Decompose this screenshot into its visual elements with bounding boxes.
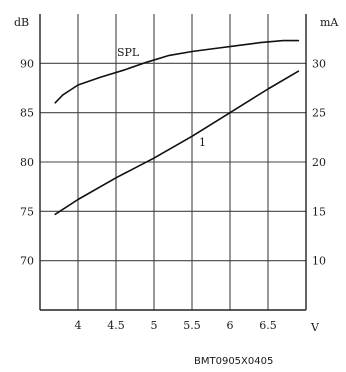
model-number: BMT0905X0405 (194, 356, 273, 367)
y-right-tick-label: 10 (312, 255, 326, 268)
y-left-tick-label: 70 (20, 255, 34, 268)
y-left-tick-label: 90 (20, 57, 34, 70)
series-label-spl: SPL (117, 46, 140, 59)
y-right-tick-label: 30 (312, 57, 326, 70)
y-left-tick-label: 80 (20, 156, 34, 169)
y-right-unit-label: mA (320, 16, 339, 29)
y-left-tick-label: 85 (20, 107, 34, 120)
tick-labels: 4 4.5 5 5.5 6 6.5 70 75 80 85 90 10 15 20 25 30 (20, 57, 326, 332)
grid (40, 14, 306, 310)
y-left-tick-label: 75 (20, 205, 34, 218)
x-tick-label: 4 (75, 319, 82, 332)
series-group (54, 39, 300, 216)
series-label-current: 1 (199, 136, 206, 149)
y-right-tick-label: 15 (312, 205, 326, 218)
x-tick-label: 5 (151, 319, 158, 332)
x-tick-label: 6.5 (259, 319, 277, 332)
series-line-spl (54, 39, 300, 104)
y-left-unit-label: dB (14, 16, 29, 29)
x-tick-label: 5.5 (183, 319, 201, 332)
axes (39, 14, 307, 311)
x-tick-label: 4.5 (107, 319, 125, 332)
x-axis-unit-label: V (310, 321, 320, 334)
y-right-tick-label: 20 (312, 156, 326, 169)
series-line-current (54, 70, 300, 216)
x-tick-label: 6 (227, 319, 234, 332)
y-right-tick-label: 25 (312, 107, 326, 120)
